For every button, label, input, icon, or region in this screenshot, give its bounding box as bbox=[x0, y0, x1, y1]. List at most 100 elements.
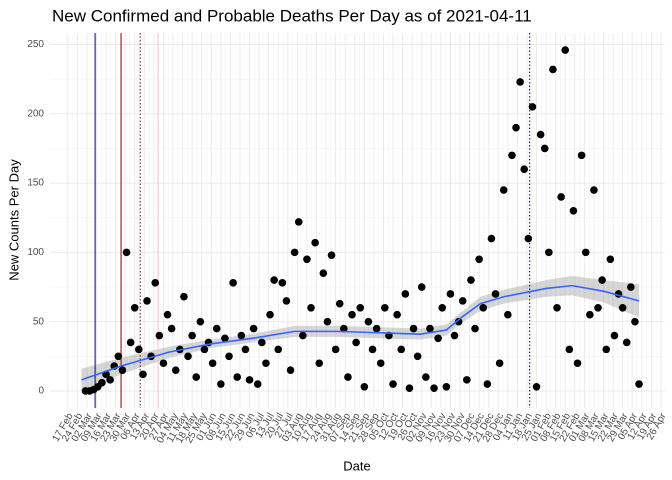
point bbox=[319, 269, 328, 277]
point bbox=[348, 310, 356, 319]
point bbox=[286, 366, 295, 374]
point bbox=[344, 373, 352, 381]
point bbox=[524, 234, 533, 243]
point bbox=[143, 297, 151, 305]
point bbox=[245, 376, 254, 384]
point bbox=[475, 255, 483, 264]
point bbox=[454, 317, 463, 326]
point bbox=[294, 218, 303, 226]
point bbox=[352, 338, 360, 347]
point bbox=[569, 206, 578, 215]
point bbox=[577, 151, 586, 160]
point bbox=[401, 290, 410, 298]
point bbox=[422, 373, 430, 381]
point bbox=[561, 46, 570, 54]
point bbox=[323, 317, 332, 326]
point bbox=[520, 165, 529, 174]
point bbox=[278, 279, 287, 287]
y-tick-label: 100 bbox=[27, 247, 44, 258]
confidence-band bbox=[81, 275, 640, 391]
point bbox=[581, 248, 590, 257]
point bbox=[528, 103, 537, 111]
y-tick-label: 50 bbox=[33, 316, 45, 327]
point bbox=[610, 331, 619, 340]
point bbox=[540, 144, 549, 153]
point bbox=[233, 373, 242, 381]
point bbox=[180, 292, 188, 301]
point bbox=[586, 310, 594, 319]
point bbox=[327, 251, 336, 259]
point bbox=[594, 304, 602, 312]
point bbox=[557, 193, 565, 201]
point bbox=[258, 338, 266, 347]
point bbox=[532, 382, 541, 391]
point bbox=[434, 334, 442, 343]
point bbox=[282, 297, 291, 305]
point bbox=[376, 359, 385, 368]
point bbox=[483, 380, 492, 388]
point bbox=[299, 331, 307, 340]
point bbox=[315, 359, 324, 368]
point bbox=[372, 324, 381, 333]
point bbox=[393, 310, 401, 319]
point bbox=[114, 352, 123, 361]
point bbox=[229, 279, 237, 287]
point bbox=[565, 345, 574, 354]
point bbox=[491, 290, 500, 298]
point bbox=[487, 234, 496, 243]
point bbox=[446, 290, 455, 298]
point bbox=[508, 151, 516, 160]
point bbox=[340, 324, 348, 333]
point bbox=[221, 334, 229, 343]
point bbox=[438, 304, 447, 312]
point bbox=[360, 382, 369, 391]
point bbox=[495, 359, 504, 368]
point bbox=[303, 255, 311, 264]
point bbox=[307, 304, 315, 312]
point bbox=[266, 310, 274, 319]
point bbox=[573, 359, 582, 368]
x-axis-label: Date bbox=[343, 458, 370, 473]
point bbox=[106, 376, 114, 384]
point bbox=[212, 324, 221, 333]
y-tick-label: 200 bbox=[27, 108, 44, 119]
point bbox=[618, 304, 627, 312]
point bbox=[602, 345, 611, 354]
point bbox=[270, 276, 278, 284]
point bbox=[118, 366, 127, 374]
point bbox=[130, 304, 139, 312]
point bbox=[331, 345, 340, 354]
point bbox=[512, 123, 520, 132]
point bbox=[171, 366, 180, 374]
point bbox=[598, 276, 606, 284]
point bbox=[553, 304, 561, 312]
point bbox=[135, 345, 143, 354]
point bbox=[155, 331, 164, 340]
point bbox=[549, 65, 557, 74]
point bbox=[426, 324, 434, 333]
point bbox=[499, 186, 508, 194]
y-axis-label: New Counts Per Day bbox=[6, 159, 21, 281]
point bbox=[335, 299, 344, 308]
point bbox=[208, 359, 217, 368]
point bbox=[622, 338, 631, 347]
point bbox=[405, 384, 414, 392]
y-tick-label: 0 bbox=[38, 386, 44, 397]
point bbox=[631, 317, 639, 326]
point bbox=[200, 345, 209, 354]
point bbox=[606, 255, 615, 264]
point bbox=[151, 279, 160, 287]
point bbox=[225, 352, 233, 361]
point bbox=[290, 248, 299, 257]
point bbox=[536, 130, 545, 139]
point bbox=[356, 304, 365, 312]
point bbox=[442, 382, 451, 391]
point bbox=[163, 310, 172, 319]
point bbox=[253, 380, 262, 388]
y-tick-label: 250 bbox=[27, 39, 44, 50]
point bbox=[479, 304, 488, 312]
point bbox=[463, 376, 471, 384]
point bbox=[237, 331, 246, 340]
point bbox=[504, 310, 512, 319]
point bbox=[274, 345, 283, 354]
